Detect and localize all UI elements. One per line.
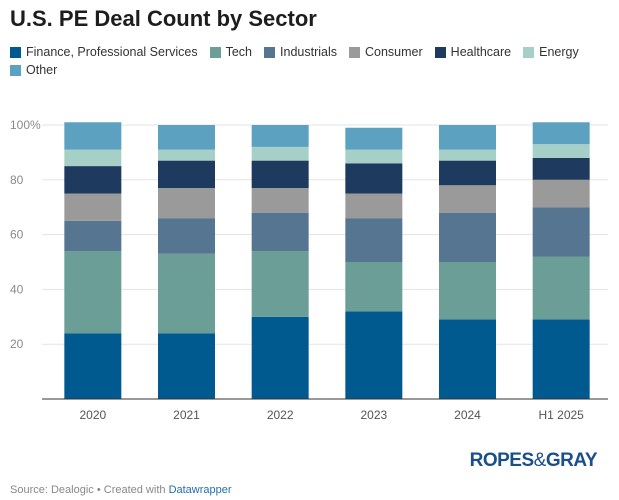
legend-swatch bbox=[10, 64, 21, 76]
bar-segment bbox=[345, 262, 403, 312]
legend-item: Industrials bbox=[264, 44, 337, 60]
chart-title: U.S. PE Deal Count by Sector bbox=[10, 6, 317, 31]
bar-segment bbox=[64, 166, 122, 194]
bar-segment bbox=[532, 319, 590, 399]
bar-segment bbox=[345, 218, 403, 262]
bar-segment bbox=[439, 125, 496, 150]
legend-swatch bbox=[209, 46, 221, 58]
bar-segment bbox=[158, 149, 215, 161]
bar-segment bbox=[251, 188, 309, 213]
datawrapper-link[interactable]: Datawrapper bbox=[168, 484, 232, 496]
bar-segment bbox=[439, 149, 496, 161]
legend-swatch bbox=[349, 46, 360, 58]
bar-segment bbox=[532, 179, 590, 208]
bar-segment bbox=[345, 163, 403, 194]
bar-segment bbox=[158, 333, 215, 399]
bar-segment bbox=[64, 122, 122, 150]
legend-item: Tech bbox=[209, 44, 253, 60]
bar-segment bbox=[251, 251, 309, 317]
legend-label: Consumer bbox=[365, 45, 423, 59]
bar-segment bbox=[251, 146, 309, 161]
brand-logo: ROPES&GRAY bbox=[469, 450, 598, 471]
bar-segment bbox=[158, 188, 215, 219]
bar-segment bbox=[64, 193, 122, 221]
legend-swatch bbox=[10, 46, 21, 58]
legend-item: Healthcare bbox=[434, 44, 512, 60]
source-text: Source: Dealogic bbox=[10, 484, 94, 496]
y-tick-label: 20 bbox=[10, 337, 24, 351]
bar-segment bbox=[532, 122, 590, 145]
credit-text: • Created with bbox=[93, 484, 169, 496]
bar-segment bbox=[158, 125, 215, 150]
bar-segment bbox=[158, 253, 215, 334]
bar-segment bbox=[345, 149, 403, 164]
legend-swatch bbox=[523, 46, 535, 58]
bar-segment bbox=[532, 207, 590, 257]
bar-segment bbox=[64, 220, 122, 252]
legend-item: Finance, Professional Services bbox=[10, 44, 198, 60]
legend-item: Energy bbox=[523, 44, 579, 60]
legend-label: Finance, Professional Services bbox=[26, 45, 198, 59]
bar-segment bbox=[439, 262, 496, 320]
chart-legend: Finance, Professional Services Tech Indust… bbox=[10, 44, 610, 80]
y-tick-label: 80 bbox=[10, 173, 24, 187]
bar-segment bbox=[345, 311, 403, 399]
bar-segment bbox=[64, 251, 122, 334]
bar-segment bbox=[345, 193, 403, 219]
y-tick-label: 40 bbox=[10, 282, 24, 296]
bar-segment bbox=[251, 125, 309, 147]
legend-label: Energy bbox=[539, 45, 579, 59]
x-tick-label: 2021 bbox=[173, 408, 200, 422]
bar-segment bbox=[439, 212, 496, 262]
legend-item: Other bbox=[10, 62, 57, 78]
legend-label: Healthcare bbox=[450, 45, 512, 59]
bar-segment bbox=[64, 333, 122, 399]
bar-segment bbox=[532, 256, 590, 320]
x-tick-label: 2023 bbox=[360, 408, 387, 422]
y-tick-label: 100% bbox=[10, 118, 41, 132]
bar-segment bbox=[251, 212, 309, 252]
x-tick-label: H1 2025 bbox=[538, 408, 584, 422]
bar-segment bbox=[439, 160, 496, 186]
bar-segment bbox=[439, 185, 496, 213]
bar-segment bbox=[532, 144, 590, 158]
legend-label: Tech bbox=[225, 45, 253, 59]
legend-label: Other bbox=[26, 63, 58, 77]
legend-item: Consumer bbox=[349, 44, 423, 60]
bar-segment bbox=[345, 127, 403, 150]
bar-segment bbox=[251, 316, 309, 399]
bar-segment bbox=[158, 160, 215, 189]
legend-swatch bbox=[264, 46, 276, 58]
bar-segment bbox=[532, 157, 590, 180]
legend-swatch bbox=[434, 46, 446, 58]
x-tick-label: 2020 bbox=[79, 408, 106, 422]
y-tick-label: 60 bbox=[10, 228, 24, 242]
x-tick-label: 2024 bbox=[454, 408, 481, 422]
bar-segment bbox=[64, 149, 122, 167]
footer: Source: Dealogic • Created with Datawrap… bbox=[10, 484, 232, 496]
legend-label: Industrials bbox=[280, 45, 337, 59]
x-tick-label: 2022 bbox=[267, 408, 294, 422]
bar-segment bbox=[251, 160, 309, 189]
bar-segment bbox=[439, 319, 496, 399]
bar-segment bbox=[158, 218, 215, 254]
